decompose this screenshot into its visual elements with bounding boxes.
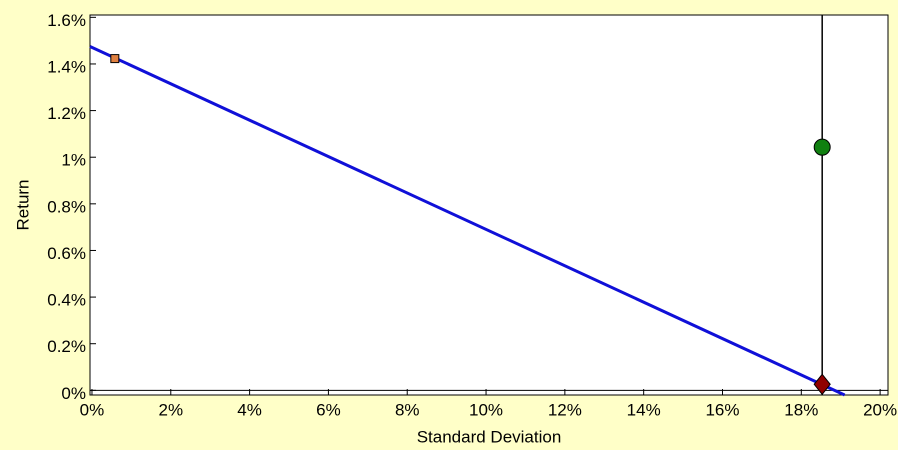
x-tick-label: 6% (316, 400, 341, 419)
x-tick-label: 18% (784, 400, 818, 419)
y-tick-label: 0.4% (47, 291, 86, 310)
y-tick-label: 0.8% (47, 197, 86, 216)
x-tick-label: 12% (548, 400, 582, 419)
y-tick-label: 0.6% (47, 244, 86, 263)
point (110, 54, 120, 64)
x-tick-label: 14% (627, 400, 661, 419)
y-tick-label: 1.6% (47, 11, 86, 30)
y-tick-label: 0.2% (47, 337, 86, 356)
y-tick-label: 0% (61, 384, 86, 403)
y-tick-label: 1.4% (47, 57, 86, 76)
x-axis-label: Standard Deviation (417, 427, 562, 446)
x-tick-label: 4% (237, 400, 262, 419)
line (89, 45, 846, 397)
x-tick-label: 0% (80, 400, 105, 419)
point (813, 373, 831, 396)
x-tick-label: 8% (395, 400, 420, 419)
y-axis-label: Return (13, 179, 32, 230)
y-tick-label: 1.2% (47, 104, 86, 123)
x-tick-label: 16% (705, 400, 739, 419)
x-tick-label: 2% (158, 400, 183, 419)
point (813, 138, 831, 156)
y-tick-label: 1% (61, 151, 86, 170)
x-tick-label: 20% (863, 400, 897, 419)
x-tick-label: 10% (469, 400, 503, 419)
plot-area (89, 14, 889, 396)
